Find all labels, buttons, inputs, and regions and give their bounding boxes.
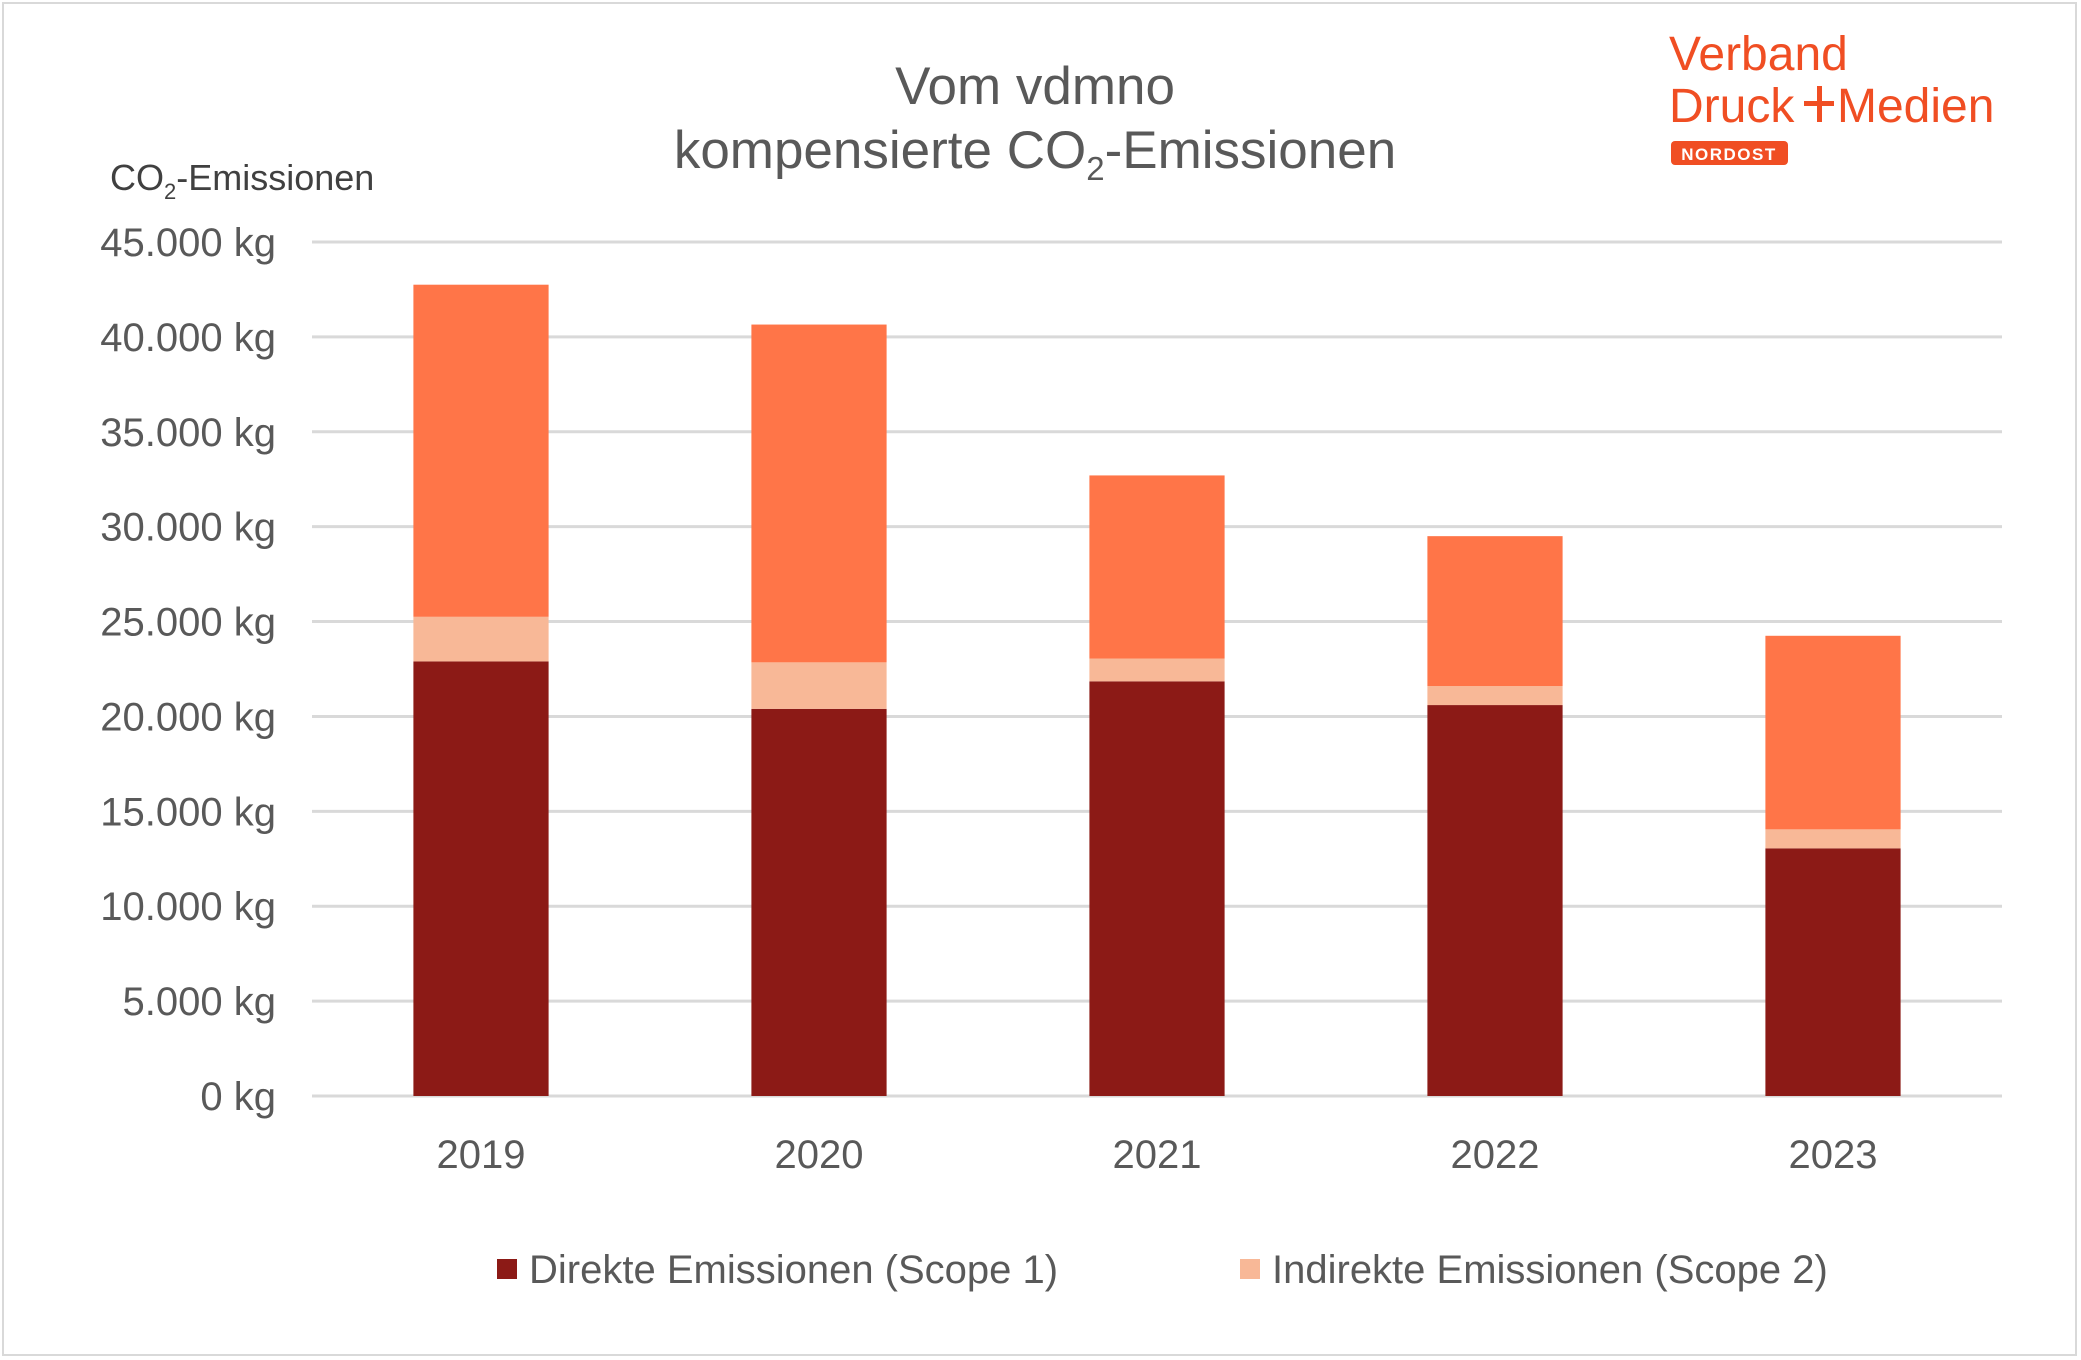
x-tick-label: 2019	[437, 1133, 526, 1177]
bar-segment-2022-series-2	[1427, 686, 1563, 706]
bar-segment-2022-series-3	[1427, 536, 1563, 687]
chart-title-line2: kompensierte CO2-Emissionen	[674, 121, 1396, 187]
logo-badge-text: NORDOST	[1681, 145, 1777, 164]
legend-label: Direkte Emissionen (Scope 1)	[529, 1248, 1058, 1292]
bar-segment-2023-series-1	[1765, 848, 1901, 1096]
chart-title-suffix: -Emissionen	[1105, 121, 1397, 180]
x-tick-label: 2022	[1451, 1133, 1540, 1177]
chart-title-line1: Vom vdmno	[895, 57, 1175, 116]
bar-segment-2019-series-1	[413, 661, 549, 1096]
x-axis-ticks: 2019 2020 2021 2022 2023	[437, 1133, 1878, 1177]
bar-segment-2021-series-2	[1089, 658, 1225, 682]
bar-segment-2023-series-2	[1765, 829, 1901, 849]
y-tick-label: 40.000 kg	[100, 316, 276, 360]
y-tick-label: 20.000 kg	[100, 695, 276, 739]
chart-title-prefix: kompensierte CO	[674, 121, 1086, 180]
verband-druck-medien-logo: Verband Druck Medien NORDOST	[1669, 28, 1994, 165]
legend-swatch	[497, 1259, 517, 1279]
x-tick-label: 2023	[1789, 1133, 1878, 1177]
x-tick-label: 2020	[775, 1133, 864, 1177]
bar-segment-2019-series-3	[413, 284, 549, 617]
bar-segment-2020-series-1	[751, 708, 887, 1096]
logo-badge	[1671, 141, 1788, 165]
logo-line2-right: Medien	[1837, 80, 1994, 133]
y-tick-label: 15.000 kg	[100, 790, 276, 834]
y-tick-label: 0 kg	[200, 1075, 276, 1119]
y-tick-label: 35.000 kg	[100, 411, 276, 455]
bar-segment-2020-series-3	[751, 324, 887, 663]
bar-segment-2021-series-1	[1089, 681, 1225, 1096]
y-axis-label: CO2-Emissionen	[110, 157, 374, 204]
logo-line1: Verband	[1669, 28, 1848, 81]
x-tick-label: 2021	[1113, 1133, 1202, 1177]
y-axis-ticks: 0 kg 5.000 kg 10.000 kg 15.000 kg 20.000 kg 2…	[100, 221, 276, 1119]
gridlines	[312, 240, 2002, 1098]
y-tick-label: 45.000 kg	[100, 221, 276, 265]
bar-segment-2022-series-1	[1427, 705, 1563, 1096]
bar-segment-2021-series-3	[1089, 475, 1225, 659]
legend-swatch	[1240, 1259, 1260, 1279]
y-axis-label-prefix: CO	[110, 157, 164, 198]
y-axis-label-subscript: 2	[164, 179, 176, 204]
logo-line2-left: Druck	[1669, 80, 1795, 133]
bar-segment-2020-series-2	[751, 662, 887, 709]
y-tick-label: 25.000 kg	[100, 601, 276, 645]
y-tick-label: 10.000 kg	[100, 885, 276, 929]
logo-plus-icon	[1804, 86, 1834, 122]
chart-title-subscript: 2	[1086, 150, 1104, 187]
y-tick-label: 30.000 kg	[100, 506, 276, 550]
legend-label: Indirekte Emissionen (Scope 2)	[1272, 1248, 1828, 1292]
bar-segment-2023-series-3	[1765, 635, 1901, 830]
bars	[413, 284, 1901, 1096]
bar-segment-2019-series-2	[413, 616, 549, 662]
legend: Direkte Emissionen (Scope 1) Indirekte Em…	[497, 1248, 1828, 1292]
y-axis-label-suffix: -Emissionen	[176, 157, 374, 198]
y-tick-label: 5.000 kg	[123, 980, 276, 1024]
